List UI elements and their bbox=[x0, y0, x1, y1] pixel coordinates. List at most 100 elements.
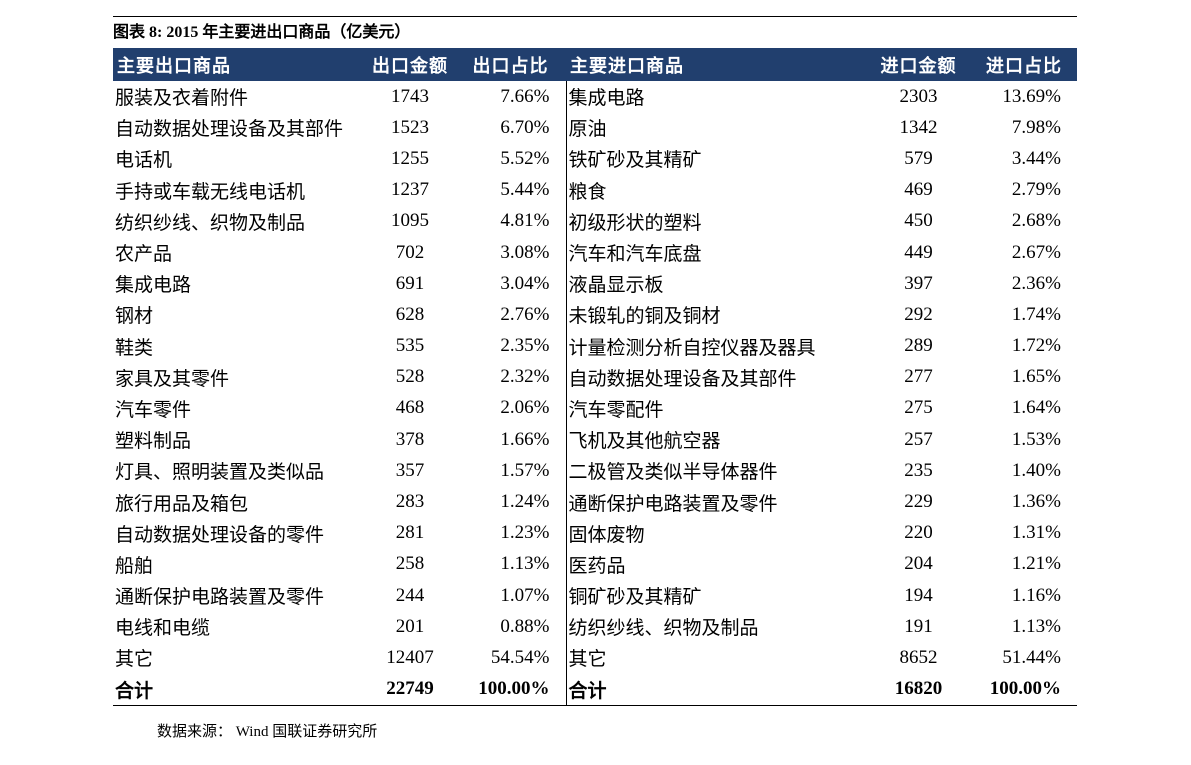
table-cell: 292 bbox=[904, 303, 933, 325]
table-cell: 二极管及类似半导体器件 bbox=[565, 455, 866, 487]
header-row: 主要出口商品 出口金额 出口占比 主要进口商品 进口金额 进口占比 bbox=[113, 48, 1077, 81]
table-cell: 鞋类 bbox=[115, 337, 154, 359]
table-cell: 12407 bbox=[386, 646, 434, 668]
table-cell: 集成电路 bbox=[115, 275, 192, 297]
table-cell: 手持或车载无线电话机 bbox=[115, 181, 306, 203]
table-cell: 54.54% bbox=[490, 646, 550, 668]
table-cell: 1.64% bbox=[1011, 397, 1061, 419]
table-cell: 22749 bbox=[365, 673, 455, 706]
table-cell: 244 bbox=[395, 584, 425, 606]
table-cell: 汽车零件 bbox=[115, 399, 192, 421]
table-cell: 1.31% bbox=[1011, 522, 1061, 544]
table-cell: 100.00% bbox=[455, 673, 566, 706]
table-cell: 1.13% bbox=[1011, 615, 1061, 637]
table-cell: 电话机 bbox=[115, 150, 173, 172]
table-cell: 汽车和汽车底盘 bbox=[565, 236, 866, 269]
table-row: 家具及其零件 528 2.32% 自动数据处理设备及其部件 277 1.65% bbox=[113, 361, 1077, 393]
table-cell: 1342 bbox=[899, 116, 938, 138]
header-cell: 出口金额 bbox=[365, 48, 455, 81]
table-cell: 16820 bbox=[866, 673, 971, 706]
table-cell: 1743 bbox=[391, 85, 429, 107]
table-cell: 579 bbox=[904, 147, 933, 169]
table-cell: 其它 bbox=[115, 649, 154, 671]
table-cell: 初级形状的塑料 bbox=[565, 205, 866, 237]
table-cell: 合计 bbox=[565, 673, 866, 706]
table-cell: 51.44% bbox=[1002, 646, 1061, 668]
table-cell: 服装及衣着附件 bbox=[115, 88, 249, 110]
table-cell: 7.98% bbox=[1011, 116, 1061, 138]
table-row: 手持或车载无线电话机 1237 5.44% 粮食 469 2.79% bbox=[113, 174, 1077, 206]
table-cell: 纺织纱线、织物及制品 bbox=[565, 611, 866, 643]
table-cell: 飞机及其他航空器 bbox=[565, 424, 866, 456]
table-body: 服装及衣着附件 1743 7.66% 集成电路 2303 13.69% 自动数据处理设备及其… bbox=[113, 81, 1077, 706]
table-cell: 13.69% bbox=[1002, 85, 1061, 107]
table-cell: 7.66% bbox=[500, 85, 550, 107]
header-cell: 出口占比 bbox=[455, 48, 566, 81]
table-row: 汽车零件 468 2.06% 汽车零配件 275 1.64% bbox=[113, 392, 1077, 425]
table-cell: 283 bbox=[395, 491, 425, 513]
header-cell: 主要进口商品 bbox=[566, 48, 866, 81]
table-cell: 378 bbox=[395, 428, 425, 450]
table-cell: 289 bbox=[904, 335, 933, 357]
table-row: 服装及衣着附件 1743 7.66% 集成电路 2303 13.69% bbox=[113, 81, 1077, 113]
table-row: 灯具、照明装置及类似品 357 1.57% 二极管及类似半导体器件 235 1.40% bbox=[113, 455, 1077, 487]
table-cell: 3.44% bbox=[1011, 147, 1061, 169]
table-cell: 计量检测分析自控仪器及器具 bbox=[565, 330, 866, 362]
table-row: 通断保护电路装置及零件 244 1.07% 铜矿砂及其精矿 194 1.16% bbox=[113, 580, 1077, 612]
table-cell: 电线和电缆 bbox=[115, 618, 211, 640]
trade-table: 主要出口商品 出口金额 出口占比 主要进口商品 进口金额 进口占比 服装及衣着附件 1743… bbox=[113, 48, 1077, 706]
table-cell: 257 bbox=[904, 428, 933, 450]
table-cell: 2303 bbox=[899, 85, 938, 107]
table-cell: 钢材 bbox=[115, 306, 154, 328]
table-cell: 通断保护电路装置及零件 bbox=[115, 587, 325, 609]
table-cell: 铁矿砂及其精矿 bbox=[565, 143, 866, 175]
table-cell: 281 bbox=[395, 522, 425, 544]
table-cell: 未锻轧的铜及铜材 bbox=[565, 299, 866, 331]
table-cell: 220 bbox=[904, 522, 933, 544]
table-cell: 旅行用品及箱包 bbox=[115, 493, 249, 515]
table-cell: 农产品 bbox=[115, 244, 173, 266]
table-cell: 702 bbox=[395, 241, 425, 263]
table-cell: 535 bbox=[395, 335, 425, 357]
header-cell: 主要出口商品 bbox=[113, 48, 365, 81]
table-cell: 449 bbox=[904, 241, 933, 263]
table-cell: 628 bbox=[395, 303, 425, 325]
table-cell: 2.67% bbox=[1011, 241, 1061, 263]
table-cell: 塑料制品 bbox=[115, 431, 192, 453]
table-row: 电线和电缆 201 0.88% 纺织纱线、织物及制品 191 1.13% bbox=[113, 611, 1077, 643]
table-cell: 201 bbox=[395, 615, 425, 637]
table-cell: 528 bbox=[395, 366, 425, 388]
table-cell: 1.66% bbox=[500, 428, 550, 450]
table-row: 农产品 702 3.08% 汽车和汽车底盘 449 2.67% bbox=[113, 236, 1077, 269]
table-cell: 1255 bbox=[391, 147, 429, 169]
table-row: 电话机 1255 5.52% 铁矿砂及其精矿 579 3.44% bbox=[113, 143, 1077, 175]
table-cell: 家具及其零件 bbox=[115, 368, 230, 390]
table-cell: 4.81% bbox=[500, 210, 550, 232]
table-cell: 粮食 bbox=[565, 174, 866, 206]
table-cell: 1523 bbox=[391, 116, 429, 138]
table-cell: 100.00% bbox=[971, 673, 1077, 706]
table-row: 钢材 628 2.76% 未锻轧的铜及铜材 292 1.74% bbox=[113, 299, 1077, 331]
table-cell: 自动数据处理设备及其部件 bbox=[115, 119, 344, 141]
table-cell: 1.36% bbox=[1011, 491, 1061, 513]
table-cell: 2.79% bbox=[1011, 179, 1061, 201]
table-cell: 0.88% bbox=[500, 615, 550, 637]
table-cell: 1095 bbox=[391, 210, 429, 232]
table-cell: 医药品 bbox=[565, 548, 866, 580]
document: 图表 8: 2015 年主要进出口商品（亿美元） 主要出口商品 出口金额 出口占比主… bbox=[113, 16, 1077, 741]
table-cell: 铜矿砂及其精矿 bbox=[565, 580, 866, 612]
table-cell: 1.24% bbox=[500, 491, 550, 513]
table-cell: 合计 bbox=[113, 673, 365, 706]
table-cell: 191 bbox=[904, 615, 933, 637]
table-title: 图表 8: 2015 年主要进出口商品（亿美元） bbox=[113, 16, 1077, 48]
table-cell: 468 bbox=[395, 397, 425, 419]
table-cell: 2.32% bbox=[500, 366, 550, 388]
table-row: 集成电路 691 3.04% 液晶显示板 397 2.36% bbox=[113, 268, 1077, 300]
table-cell: 450 bbox=[904, 210, 933, 232]
table-row: 鞋类 535 2.35% 计量检测分析自控仪器及器具 289 1.72% bbox=[113, 330, 1077, 362]
table-row: 自动数据处理设备及其部件 1523 6.70% 原油 1342 7.98% bbox=[113, 112, 1077, 144]
table-cell: 6.70% bbox=[500, 116, 550, 138]
table-cell: 5.44% bbox=[500, 179, 550, 201]
table-cell: 1.40% bbox=[1011, 459, 1061, 481]
